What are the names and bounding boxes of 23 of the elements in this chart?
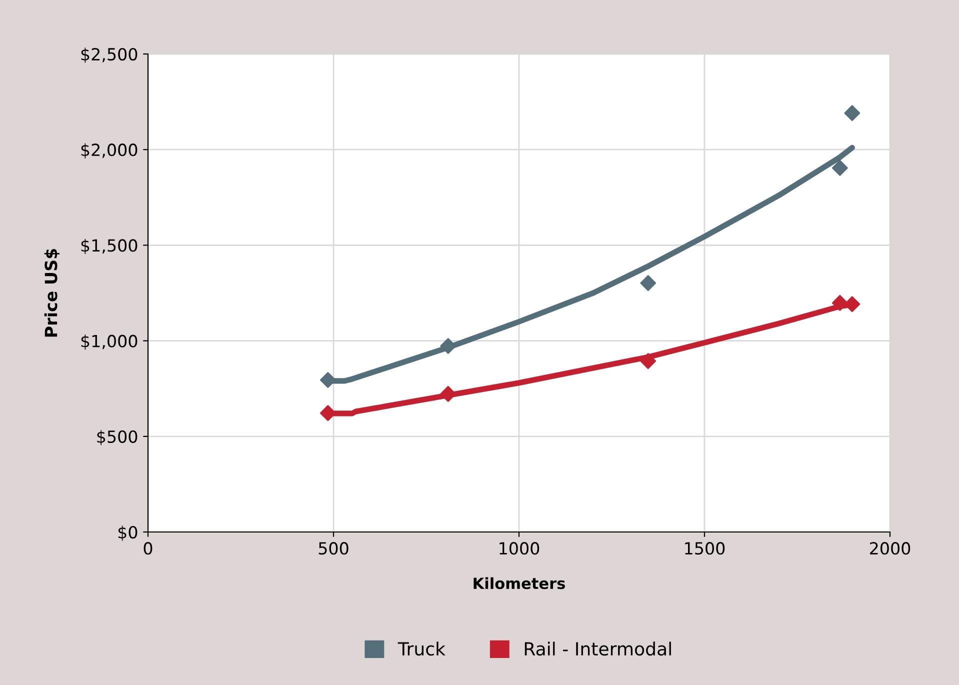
y-tick-label: $2,000 bbox=[81, 143, 138, 158]
point bbox=[640, 275, 656, 292]
legend-label: Truck bbox=[398, 642, 446, 656]
y-axis-title: Price US$ bbox=[44, 249, 60, 337]
point bbox=[844, 105, 860, 122]
x-tick-label: 1000 bbox=[500, 542, 540, 555]
y-tick-label: $2,500 bbox=[81, 48, 138, 63]
point bbox=[832, 294, 848, 311]
point bbox=[320, 405, 336, 422]
y-tick-label: $500 bbox=[97, 430, 138, 446]
point bbox=[440, 338, 456, 354]
point bbox=[640, 353, 656, 370]
y-tick-label: $0 bbox=[118, 526, 138, 541]
legend-label: Rail - Intermodal bbox=[524, 642, 671, 656]
point bbox=[832, 160, 848, 176]
x-tick-label: 500 bbox=[318, 542, 348, 555]
x-tick-label: 1500 bbox=[685, 542, 725, 555]
y-tick-label: $1,000 bbox=[81, 334, 138, 350]
x-tick-label: 0 bbox=[144, 542, 152, 555]
x-tick-label: 2000 bbox=[870, 542, 910, 555]
y-tick-label: $1,500 bbox=[81, 238, 138, 254]
point bbox=[320, 372, 336, 388]
x-axis-title: Kilometers bbox=[474, 577, 565, 590]
